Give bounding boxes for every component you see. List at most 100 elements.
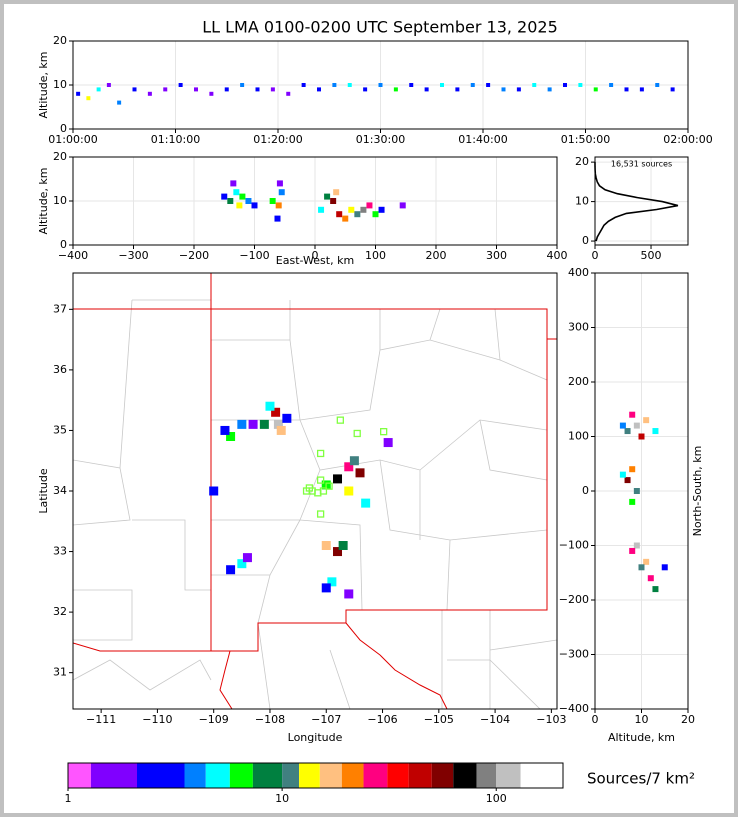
- x-tick-label: −109: [199, 713, 229, 726]
- density-cell: [209, 91, 214, 96]
- y-tick-label: 100: [568, 430, 589, 443]
- density-cell: [409, 83, 414, 87]
- y-tick-label: 20: [575, 155, 589, 168]
- density-cell: [643, 417, 650, 424]
- y-tick-label: 400: [568, 266, 589, 279]
- density-cell: [643, 558, 650, 565]
- density-cell: [349, 456, 359, 466]
- y-tick-label: −300: [559, 648, 589, 661]
- density-cell: [76, 91, 81, 96]
- colorbar-segment: [68, 763, 91, 788]
- density-cell: [332, 83, 337, 87]
- density-cell: [393, 87, 398, 92]
- density-cell: [330, 198, 337, 204]
- y-tick-label: −100: [559, 539, 589, 552]
- colorbar-segment: [136, 763, 185, 788]
- density-cell: [361, 498, 371, 508]
- density-cell: [273, 419, 283, 429]
- density-cell: [355, 468, 365, 478]
- density-cell: [563, 83, 567, 87]
- map-outlines: [73, 273, 557, 709]
- colorbar-segment: [341, 763, 364, 788]
- density-cell: [178, 83, 183, 87]
- density-cell: [324, 193, 331, 200]
- x-tick-label: 100: [365, 249, 386, 262]
- colorbar-segment: [496, 763, 521, 788]
- station: [380, 428, 388, 436]
- density-cell: [276, 425, 286, 435]
- density-cell: [327, 577, 337, 587]
- y-tick-label: 10: [53, 78, 67, 91]
- density-cell: [470, 83, 475, 87]
- density-cell: [265, 401, 275, 411]
- density-cell: [226, 432, 236, 441]
- density-cell: [286, 91, 291, 96]
- y-tick-label: 0: [582, 484, 589, 497]
- colorbar-segment: [90, 763, 137, 788]
- colorbar-segment: [205, 763, 230, 788]
- x-tick-label: 01:30:00: [356, 133, 405, 146]
- density-cell: [342, 215, 349, 222]
- density-cell: [360, 206, 367, 213]
- density-cell: [532, 83, 537, 87]
- density-cell: [221, 193, 228, 200]
- x-tick-label: 01:20:00: [253, 133, 302, 146]
- histogram-line: [594, 162, 679, 242]
- x-tick-label: −103: [536, 713, 566, 726]
- density-cell: [344, 486, 354, 496]
- x-tick-label: 200: [426, 249, 447, 262]
- density-cell: [220, 425, 230, 435]
- density-cell: [624, 477, 631, 484]
- density-cell: [163, 87, 168, 92]
- y-tick-label: −200: [559, 593, 589, 606]
- density-cell: [86, 96, 91, 101]
- density-cell: [633, 488, 640, 494]
- x-tick-label: 0: [592, 713, 599, 726]
- density-cell: [321, 541, 331, 550]
- colorbar-segment: [252, 763, 283, 788]
- density-cell: [354, 211, 361, 218]
- density-cell: [132, 87, 137, 92]
- density-cell: [117, 100, 122, 105]
- y-tick-label: 10: [575, 195, 589, 208]
- colorbar-segment: [476, 763, 497, 788]
- y-tick-label: 0: [60, 122, 67, 135]
- density-cell: [629, 466, 636, 473]
- colorbar-frame: [67, 762, 564, 789]
- x-tick-label: −104: [480, 713, 510, 726]
- density-cell: [629, 411, 636, 418]
- density-cell: [321, 583, 331, 593]
- density-cell: [227, 198, 234, 204]
- x-tick-label: −300: [118, 249, 148, 262]
- density-cell: [230, 180, 237, 187]
- station: [308, 487, 316, 495]
- density-cell: [270, 87, 275, 92]
- density-cell: [383, 438, 393, 448]
- x-tick-label: −111: [86, 713, 116, 726]
- density-cell: [333, 474, 343, 484]
- density-cell: [366, 202, 373, 209]
- density-cell: [147, 91, 152, 96]
- density-cell: [255, 87, 260, 92]
- colorbar-tick-label: 100: [486, 792, 507, 805]
- x-tick-label: 500: [641, 249, 662, 262]
- density-cell: [301, 83, 306, 87]
- x-axis-label: Longitude: [288, 731, 343, 744]
- density-cell: [486, 83, 491, 87]
- density-cell: [278, 189, 285, 196]
- x-tick-label: 01:00:00: [48, 133, 97, 146]
- y-axis-label: Altitude, km: [37, 51, 50, 118]
- x-tick-label: 02:00:00: [663, 133, 712, 146]
- colorbar-segment: [229, 763, 253, 788]
- x-tick-label: −400: [58, 249, 88, 262]
- density-cell: [501, 87, 506, 92]
- plot-frame: [72, 156, 558, 246]
- density-cell: [647, 575, 654, 582]
- density-cell: [639, 87, 644, 92]
- density-cell: [318, 206, 325, 213]
- density-cell: [652, 428, 659, 435]
- density-cell: [348, 206, 355, 213]
- colorbar-segment: [184, 763, 206, 788]
